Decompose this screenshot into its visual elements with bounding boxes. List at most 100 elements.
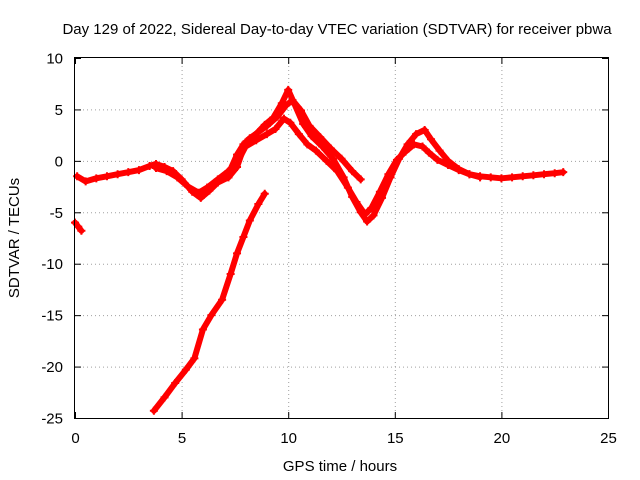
y-tick-label: 0 xyxy=(55,153,63,170)
data-point xyxy=(173,173,182,182)
data-point xyxy=(162,167,171,176)
data-point xyxy=(367,204,376,213)
data-point xyxy=(486,173,495,182)
x-tick-label: 10 xyxy=(280,430,297,447)
data-point xyxy=(326,144,335,153)
data-point xyxy=(427,135,436,144)
data-point xyxy=(401,147,410,156)
data-point xyxy=(550,169,559,178)
data-point xyxy=(233,249,242,258)
y-tick-label: 5 xyxy=(55,102,63,119)
axis-ticks xyxy=(75,58,609,419)
data-point xyxy=(226,165,235,174)
satellite-track-c xyxy=(150,190,268,414)
data-point xyxy=(171,379,180,388)
y-tick-label: -5 xyxy=(50,205,63,222)
data-point xyxy=(294,130,303,139)
y-axis-label: SDTVAR / TECUs xyxy=(6,178,23,298)
data-point xyxy=(296,106,305,115)
x-tick-label: 15 xyxy=(387,430,404,447)
satellite-track-d-points xyxy=(71,218,86,235)
data-point xyxy=(160,393,169,402)
data-point xyxy=(337,154,346,163)
satellite-track-b-points xyxy=(152,114,485,219)
y-tick-label: 10 xyxy=(46,51,63,68)
data-point xyxy=(194,188,203,197)
data-point xyxy=(360,210,369,219)
data-point xyxy=(476,173,485,182)
data-point xyxy=(102,172,111,181)
data-point xyxy=(81,177,90,186)
data-point xyxy=(333,167,342,176)
tick-labels: 0 5 10 15 20 25 10 5 0 -5 -10 -15 -20 -25 xyxy=(41,51,617,448)
grid-lines xyxy=(75,58,608,418)
data-point xyxy=(303,140,312,149)
data-point xyxy=(392,155,401,164)
x-tick-label: 20 xyxy=(494,430,511,447)
data-point xyxy=(518,172,527,181)
data-point xyxy=(254,200,263,209)
data-point xyxy=(239,232,248,241)
satellite-track-c-points xyxy=(149,189,269,415)
chart-title: Day 129 of 2022, Sidereal Day-to-day VTE… xyxy=(62,21,612,38)
x-tick-label: 0 xyxy=(71,430,79,447)
data-point xyxy=(465,170,474,179)
data-point xyxy=(213,175,222,184)
data-point xyxy=(282,101,291,110)
data-point xyxy=(343,183,352,192)
data-point xyxy=(239,140,248,149)
data-point xyxy=(233,150,242,159)
data-point xyxy=(254,128,263,137)
data-point xyxy=(134,166,143,175)
data-point xyxy=(316,133,325,142)
data-point xyxy=(311,146,320,155)
data-point xyxy=(508,173,517,182)
data-point xyxy=(262,121,271,130)
data-point xyxy=(497,174,506,183)
data-point xyxy=(356,175,365,184)
data-point xyxy=(145,162,154,170)
data-point xyxy=(245,134,254,143)
data-point xyxy=(420,126,429,134)
data-point xyxy=(245,216,254,225)
data-point xyxy=(183,182,192,191)
data-point xyxy=(288,96,297,105)
data-point xyxy=(384,170,393,179)
data-point xyxy=(92,174,101,183)
data-point xyxy=(418,142,427,151)
data-point xyxy=(252,136,261,145)
data-point xyxy=(74,222,83,231)
data-point xyxy=(203,183,212,192)
data-point xyxy=(286,118,295,127)
x-tick-label: 5 xyxy=(178,430,186,447)
data-point xyxy=(124,168,133,177)
data-point xyxy=(305,121,314,130)
data-point xyxy=(352,198,361,206)
data-point xyxy=(424,148,433,157)
data-point xyxy=(190,354,199,363)
data-point xyxy=(433,155,442,164)
data-point xyxy=(279,114,288,123)
data-point xyxy=(198,325,207,334)
data-point xyxy=(152,164,161,173)
data-point xyxy=(454,166,463,175)
data-point xyxy=(444,160,453,169)
data-point xyxy=(328,154,337,163)
data-point xyxy=(262,130,271,139)
data-point xyxy=(149,406,158,415)
data-point xyxy=(271,124,280,133)
y-tick-label: -25 xyxy=(41,411,63,428)
data-point xyxy=(181,365,190,374)
satellite-track-e xyxy=(227,97,364,183)
data-point xyxy=(226,270,235,278)
data-point xyxy=(77,226,86,235)
satellite-track-e-points xyxy=(226,96,365,184)
satellite-track-b xyxy=(153,115,484,218)
data-point xyxy=(409,140,418,149)
data-point xyxy=(369,211,378,220)
data-point xyxy=(307,132,316,141)
data-point xyxy=(207,311,216,320)
data-point xyxy=(322,156,331,165)
x-axis-label: GPS time / hours xyxy=(283,458,397,475)
